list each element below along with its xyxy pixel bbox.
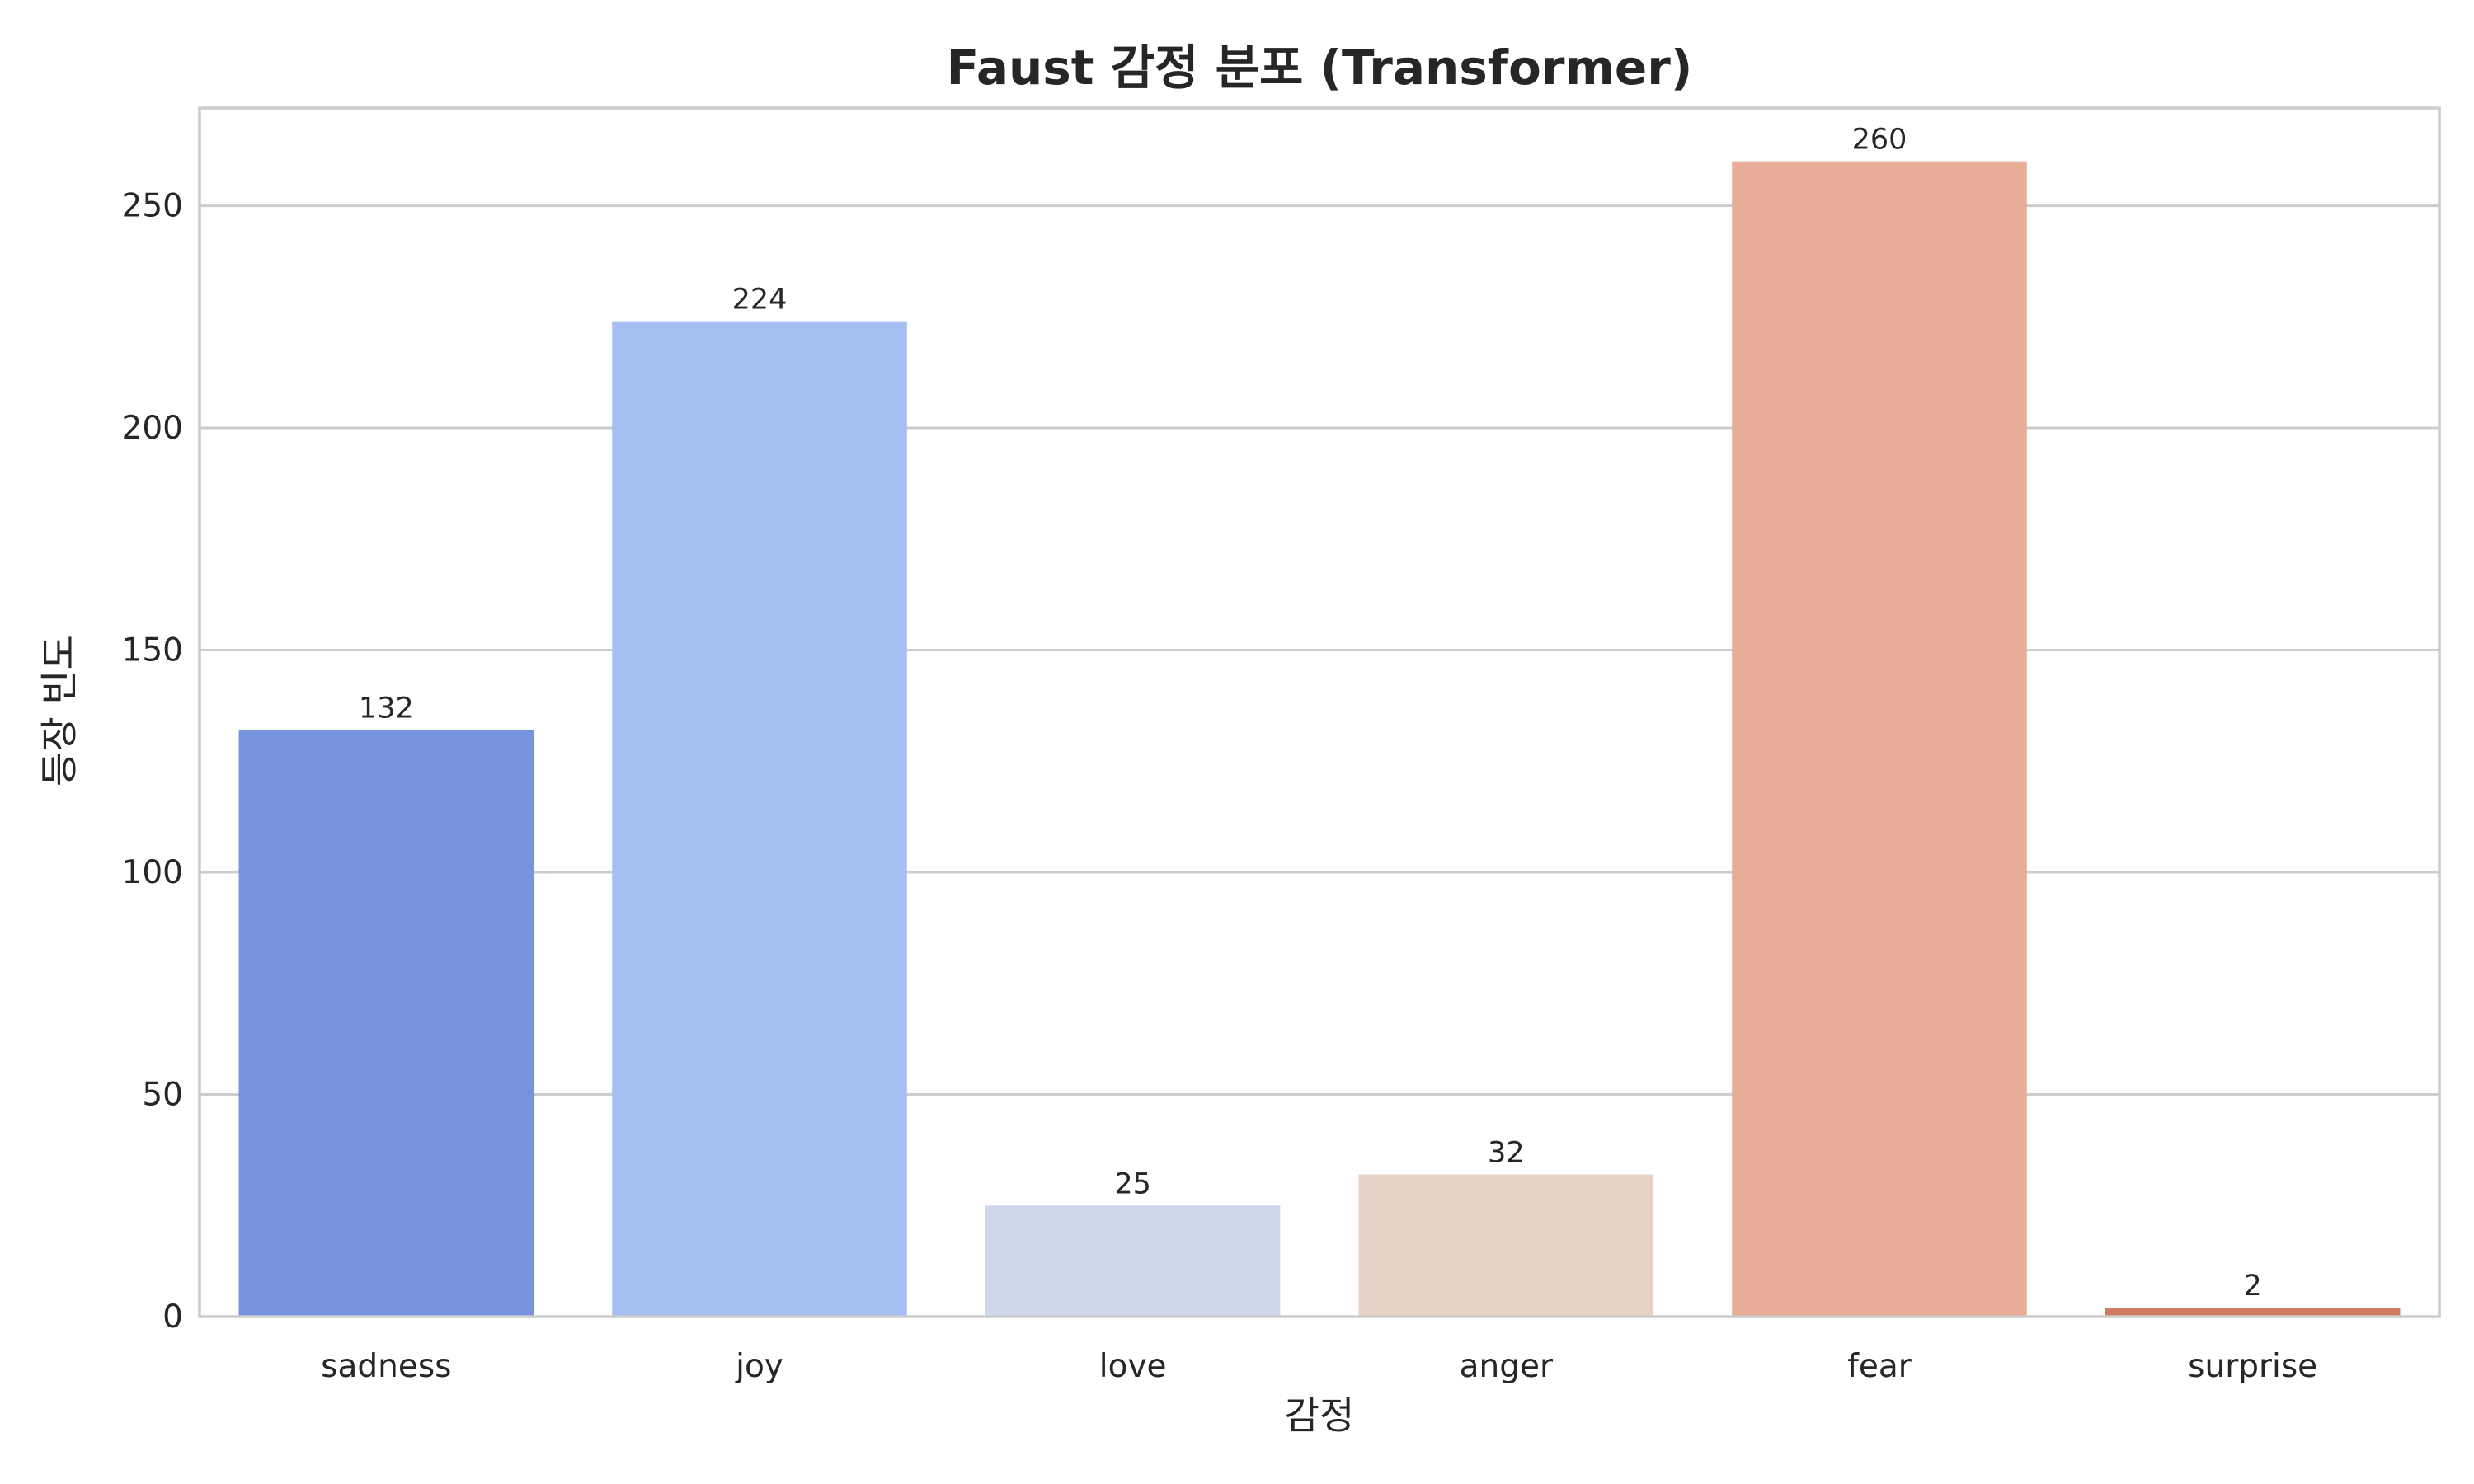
bar-anger <box>1358 1174 1654 1317</box>
bar-fear <box>1732 161 2027 1317</box>
x-tick-label-sadness: sadness <box>321 1348 451 1385</box>
bar-joy <box>612 321 907 1317</box>
y-tick-label: 250 <box>122 188 183 225</box>
y-tick-label: 200 <box>122 410 183 447</box>
bar-surprise <box>2105 1308 2401 1317</box>
gridlines <box>200 204 2439 1318</box>
x-tick-labels: sadness joy love anger fear surprise <box>321 1348 2317 1385</box>
plot-frame <box>198 106 2441 1318</box>
data-labels: 132 224 25 32 260 2 <box>359 124 2262 1303</box>
x-tick-label-fear: fear <box>1847 1348 1912 1385</box>
y-axis-label: 등장 빈도 <box>37 635 82 787</box>
x-axis-label: 감정 <box>1285 1393 1355 1438</box>
chart-title: Faust 감정 분포 (Transformer) <box>947 40 1693 96</box>
x-tick-label-anger: anger <box>1460 1348 1554 1385</box>
data-label-sadness: 132 <box>359 693 414 726</box>
data-label-joy: 224 <box>732 284 788 317</box>
x-tick-label-joy: joy <box>735 1348 783 1385</box>
x-tick-label-love: love <box>1099 1348 1167 1385</box>
y-tick-label: 150 <box>122 632 183 669</box>
y-tick-label: 0 <box>162 1298 183 1336</box>
bar-sadness <box>238 730 534 1317</box>
y-tick-label: 50 <box>142 1077 183 1114</box>
data-label-anger: 32 <box>1488 1137 1525 1170</box>
x-tick-label-surprise: surprise <box>2188 1348 2317 1385</box>
data-label-love: 25 <box>1114 1167 1151 1200</box>
bars <box>238 161 2401 1317</box>
y-tick-labels: 0 50 100 150 200 250 <box>122 188 183 1336</box>
bar-love <box>985 1205 1281 1317</box>
y-tick-label: 100 <box>122 854 183 891</box>
data-label-surprise: 2 <box>2244 1270 2262 1303</box>
data-label-fear: 260 <box>1852 124 1907 157</box>
